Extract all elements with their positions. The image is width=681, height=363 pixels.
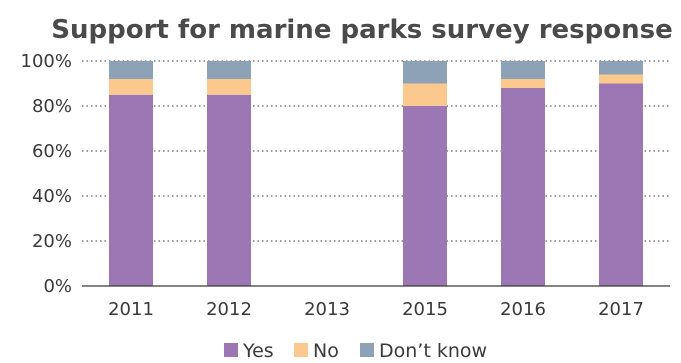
y-tick-label: 0%: [43, 276, 72, 297]
bar-segment-don-t-know-2016: [501, 61, 545, 79]
bar-segment-no-2016: [501, 79, 545, 88]
bar-segment-no-2011: [109, 79, 153, 95]
bar-segment-no-2012: [207, 79, 251, 95]
gridlines: [82, 60, 670, 242]
bar-segment-yes-2012: [207, 94, 251, 286]
bar-segment-don-t-know-2015: [403, 61, 447, 84]
legend-label: Yes: [242, 340, 274, 362]
x-axis-ticks: 2011 2012 2013 2015 2016 2017: [108, 299, 644, 320]
legend: Yes No Don’t know: [224, 340, 487, 362]
y-axis-ticks: 0% 20% 40% 60% 80% 100%: [21, 51, 72, 297]
y-tick-label: 100%: [21, 51, 72, 72]
y-tick-label: 60%: [32, 141, 72, 162]
bar-segment-no-2015: [403, 83, 447, 106]
bar-segment-don-t-know-2011: [109, 61, 153, 79]
x-tick-label: 2015: [402, 299, 448, 320]
bar-segment-don-t-know-2017: [599, 61, 643, 75]
x-tick-label: 2011: [108, 299, 154, 320]
legend-label: No: [313, 340, 339, 362]
bars: [109, 61, 643, 286]
legend-swatch: [224, 343, 238, 357]
y-tick-label: 80%: [32, 96, 72, 117]
chart-title: Support for marine parks survey response: [51, 15, 672, 45]
bar-segment-don-t-know-2012: [207, 61, 251, 79]
x-tick-label: 2012: [206, 299, 252, 320]
x-tick-label: 2016: [500, 299, 546, 320]
bar-segment-no-2017: [599, 74, 643, 84]
bar-segment-yes-2017: [599, 83, 643, 286]
bar-segment-yes-2016: [501, 88, 545, 286]
legend-swatch: [294, 343, 308, 357]
bar-segment-yes-2015: [403, 106, 447, 286]
legend-swatch: [360, 343, 374, 357]
y-tick-label: 40%: [32, 186, 72, 207]
x-tick-label: 2013: [304, 299, 350, 320]
y-tick-label: 20%: [32, 231, 72, 252]
bar-segment-yes-2011: [109, 94, 153, 286]
x-tick-label: 2017: [598, 299, 644, 320]
legend-label: Don’t know: [379, 340, 487, 362]
